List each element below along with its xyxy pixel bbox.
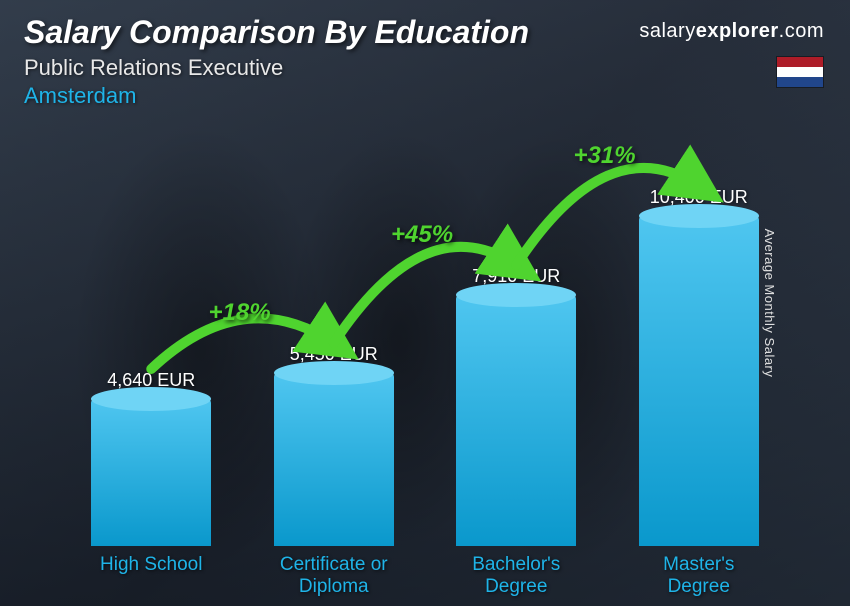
x-axis-labels: High SchoolCertificate orDiplomaBachelor… [60,554,790,598]
bar-group: 4,640 EUR [60,370,243,546]
bar [456,295,576,546]
increase-label: +45% [391,221,453,249]
bar-group: 5,450 EUR [243,344,426,546]
chart-subtitle: Public Relations Executive [24,55,826,81]
bar-chart: 4,640 EUR5,450 EUR7,910 EUR10,400 EUR +1… [60,140,790,546]
chart-location: Amsterdam [24,83,826,109]
flag-stripe [777,77,823,87]
brand-watermark: salaryexplorer.com [639,20,824,43]
increase-label: +31% [574,142,636,170]
bar-cap [91,387,211,411]
brand-prefix: salary [639,20,695,42]
x-axis-label: Bachelor'sDegree [425,554,608,598]
x-axis-label: Master'sDegree [608,554,791,598]
bar-cap [456,283,576,307]
bar [639,216,759,546]
increase-label: +18% [209,299,271,327]
x-axis-label: Certificate orDiploma [243,554,426,598]
brand-suffix: .com [779,20,824,42]
y-axis-label: Average Monthly Salary [762,229,777,378]
bar-group: 7,910 EUR [425,266,608,546]
x-axis-label: High School [60,554,243,598]
brand-bold: explorer [696,20,779,42]
bar-cap [274,361,394,385]
flag-stripe [777,57,823,67]
bar-cap [639,204,759,228]
bar [91,399,211,546]
country-flag-netherlands [776,56,824,88]
bar [274,373,394,546]
flag-stripe [777,67,823,77]
bars-container: 4,640 EUR5,450 EUR7,910 EUR10,400 EUR [60,140,790,546]
